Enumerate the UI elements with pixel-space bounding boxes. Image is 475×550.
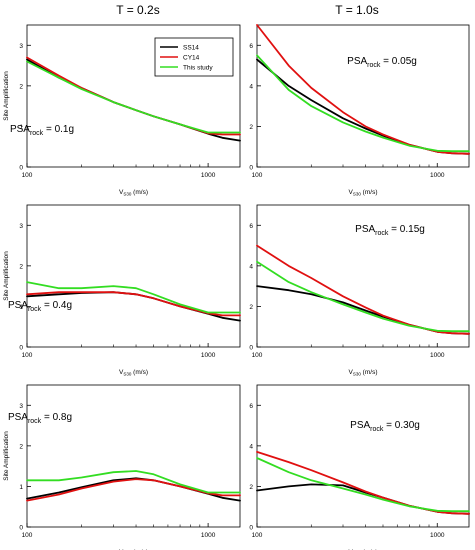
x-tick-label: 1000 bbox=[201, 352, 216, 359]
series-line-ss14 bbox=[256, 483, 470, 515]
legend: SS14 CY14 This study bbox=[154, 37, 234, 77]
legend-entry: This study bbox=[183, 64, 213, 71]
y-tick-label: 4 bbox=[249, 263, 253, 270]
series-line-this-study bbox=[26, 470, 241, 494]
chart-panel-2: 0 2 4 6 100 1000 VS30 (m/s) PSArock = 0.05g bbox=[249, 24, 470, 197]
y-tick-label: 6 bbox=[249, 43, 253, 50]
y-tick-label: 2 bbox=[19, 83, 23, 90]
x-tick-label: 1000 bbox=[201, 532, 216, 539]
y-axis-label: Site Amplification bbox=[3, 431, 10, 481]
legend-entry: CY14 bbox=[183, 54, 200, 61]
series-line-this-study bbox=[26, 60, 241, 134]
x-tick-label: 100 bbox=[22, 172, 33, 179]
y-tick-label: 0 bbox=[249, 345, 253, 352]
psa-rock-annotation: PSArock = 0.4g bbox=[8, 300, 72, 313]
series-line-cy14 bbox=[256, 451, 470, 515]
plot-frame bbox=[26, 384, 241, 528]
y-tick-label: 3 bbox=[19, 43, 23, 50]
series-line-this-study bbox=[26, 281, 241, 314]
plot-frame bbox=[256, 384, 470, 528]
y-tick-label: 1 bbox=[19, 304, 23, 311]
series-line-cy14 bbox=[26, 291, 241, 317]
y-tick-label: 2 bbox=[19, 263, 23, 270]
x-tick-label: 1000 bbox=[430, 532, 445, 539]
legend-entry: SS14 bbox=[183, 44, 199, 51]
x-tick-label: 100 bbox=[252, 172, 263, 179]
psa-rock-annotation: PSArock = 0.30g bbox=[350, 420, 420, 433]
psa-rock-annotation: PSArock = 0.1g bbox=[10, 124, 74, 137]
y-tick-label: 1 bbox=[19, 484, 23, 491]
plot-frame bbox=[26, 204, 241, 348]
y-tick-label: 6 bbox=[249, 403, 253, 410]
x-tick-label: 1000 bbox=[201, 172, 216, 179]
y-tick-label: 3 bbox=[19, 403, 23, 410]
y-tick-label: 0 bbox=[19, 165, 23, 172]
y-tick-label: 2 bbox=[249, 484, 253, 491]
psa-rock-annotation: PSArock = 0.05g bbox=[347, 56, 417, 69]
y-tick-label: 1 bbox=[19, 124, 23, 131]
plot-frame bbox=[256, 204, 470, 348]
x-axis-label: VS30 (m/s) bbox=[119, 189, 148, 197]
x-axis-label: VS30 (m/s) bbox=[349, 189, 378, 197]
column-title-left: T = 0.2s bbox=[116, 3, 159, 17]
column-title-right: T = 1.0s bbox=[335, 3, 378, 17]
x-tick-label: 100 bbox=[22, 352, 33, 359]
chart-panel-4: 0 2 4 6 100 1000 VS30 (m/s) PSArock = 0.15g bbox=[249, 204, 470, 377]
x-tick-label: 1000 bbox=[430, 172, 445, 179]
series-line-this-study bbox=[256, 54, 470, 153]
plot-frame bbox=[26, 24, 241, 168]
y-tick-label: 4 bbox=[249, 83, 253, 90]
y-tick-label: 0 bbox=[19, 525, 23, 532]
series-line-cy14 bbox=[256, 24, 470, 155]
series-line-ss14 bbox=[256, 285, 470, 335]
y-tick-label: 2 bbox=[249, 124, 253, 131]
x-tick-label: 100 bbox=[252, 352, 263, 359]
y-tick-label: 6 bbox=[249, 223, 253, 230]
chart-panel-3: 0 1 2 3 100 1000 VS30 (m/s) Site AmplificationP… bbox=[3, 204, 241, 377]
psa-rock-annotation: PSArock = 0.8g bbox=[8, 412, 72, 425]
psa-rock-annotation: PSArock = 0.15g bbox=[355, 224, 425, 237]
chart-panel-1: 0 1 2 3 100 1000 VS30 (m/s) Site AmplificationP… bbox=[3, 24, 241, 197]
y-tick-label: 3 bbox=[19, 223, 23, 230]
x-axis-label: VS30 (m/s) bbox=[349, 369, 378, 377]
x-axis-label: VS30 (m/s) bbox=[119, 369, 148, 377]
x-tick-label: 100 bbox=[22, 532, 33, 539]
y-tick-label: 0 bbox=[249, 165, 253, 172]
y-tick-label: 0 bbox=[19, 345, 23, 352]
y-tick-label: 2 bbox=[19, 443, 23, 450]
y-tick-label: 2 bbox=[249, 304, 253, 311]
y-axis-label: Site Amplification bbox=[3, 71, 10, 121]
series-line-this-study bbox=[256, 457, 470, 513]
plot-frame bbox=[256, 24, 470, 168]
x-tick-label: 100 bbox=[252, 532, 263, 539]
y-tick-label: 4 bbox=[249, 443, 253, 450]
series-line-ss14 bbox=[26, 477, 241, 502]
series-line-this-study bbox=[256, 260, 470, 333]
x-tick-label: 1000 bbox=[430, 352, 445, 359]
y-tick-label: 0 bbox=[249, 525, 253, 532]
y-axis-label: Site Amplification bbox=[3, 251, 10, 301]
series-line-ss14 bbox=[256, 58, 470, 155]
series-line-cy14 bbox=[256, 244, 470, 335]
series-line-cy14 bbox=[26, 478, 241, 502]
